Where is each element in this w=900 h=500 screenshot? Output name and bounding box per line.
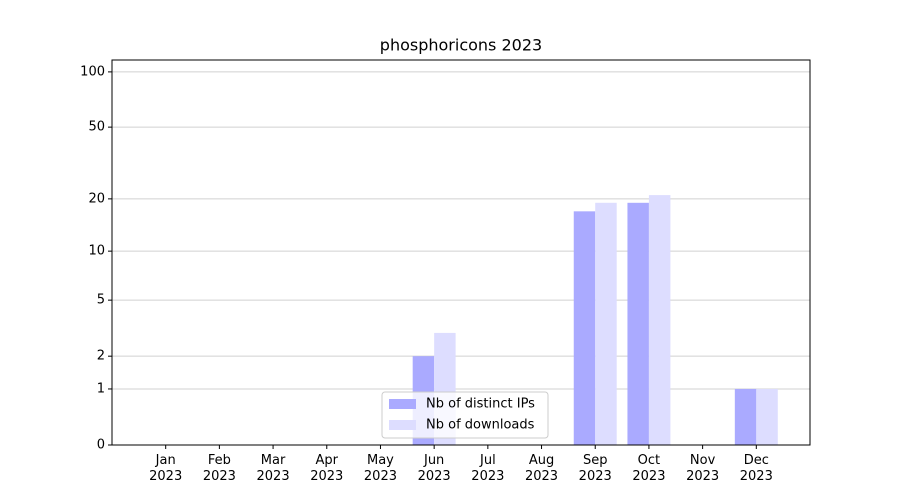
x-tick-label: Apr 2023 — [310, 453, 344, 484]
x-tick-label: Aug 2023 — [524, 453, 559, 484]
y-tick-label: 10 — [88, 244, 105, 259]
bar — [734, 388, 757, 445]
bar — [573, 211, 596, 445]
x-tick-label: Sep 2023 — [578, 453, 612, 484]
x-tick-label: Mar 2023 — [256, 453, 290, 484]
x-tick-label: Oct 2023 — [632, 453, 666, 484]
legend-swatch — [389, 420, 416, 430]
bar — [595, 202, 617, 445]
y-tick-label: 20 — [88, 191, 105, 206]
legend-box — [381, 391, 549, 439]
y-tick-label: 1 — [97, 381, 105, 396]
legend-swatch — [389, 399, 416, 409]
x-tick-label: Feb 2023 — [202, 453, 236, 484]
y-tick-label: 0 — [97, 438, 105, 453]
y-tick-label: 100 — [80, 64, 105, 79]
y-tick-label: 5 — [97, 293, 105, 308]
bar — [756, 388, 778, 445]
x-tick-label: Jan 2023 — [149, 453, 183, 484]
x-tick-label: May 2023 — [363, 453, 397, 484]
chart-title: phosphoricons 2023 — [380, 36, 542, 55]
bar — [627, 202, 649, 445]
legend-label: Nb of distinct IPs — [426, 397, 535, 412]
x-tick-label: Jun 2023 — [417, 453, 451, 484]
legend-label: Nb of downloads — [426, 418, 535, 433]
y-tick-label: 50 — [88, 120, 105, 135]
x-tick-label: Nov 2023 — [686, 453, 720, 484]
y-tick-label: 2 — [97, 349, 105, 364]
x-tick-label: Jul 2023 — [471, 453, 505, 484]
bar — [648, 195, 671, 445]
plot-frame — [111, 59, 811, 446]
x-tick-label: Dec 2023 — [739, 453, 773, 484]
